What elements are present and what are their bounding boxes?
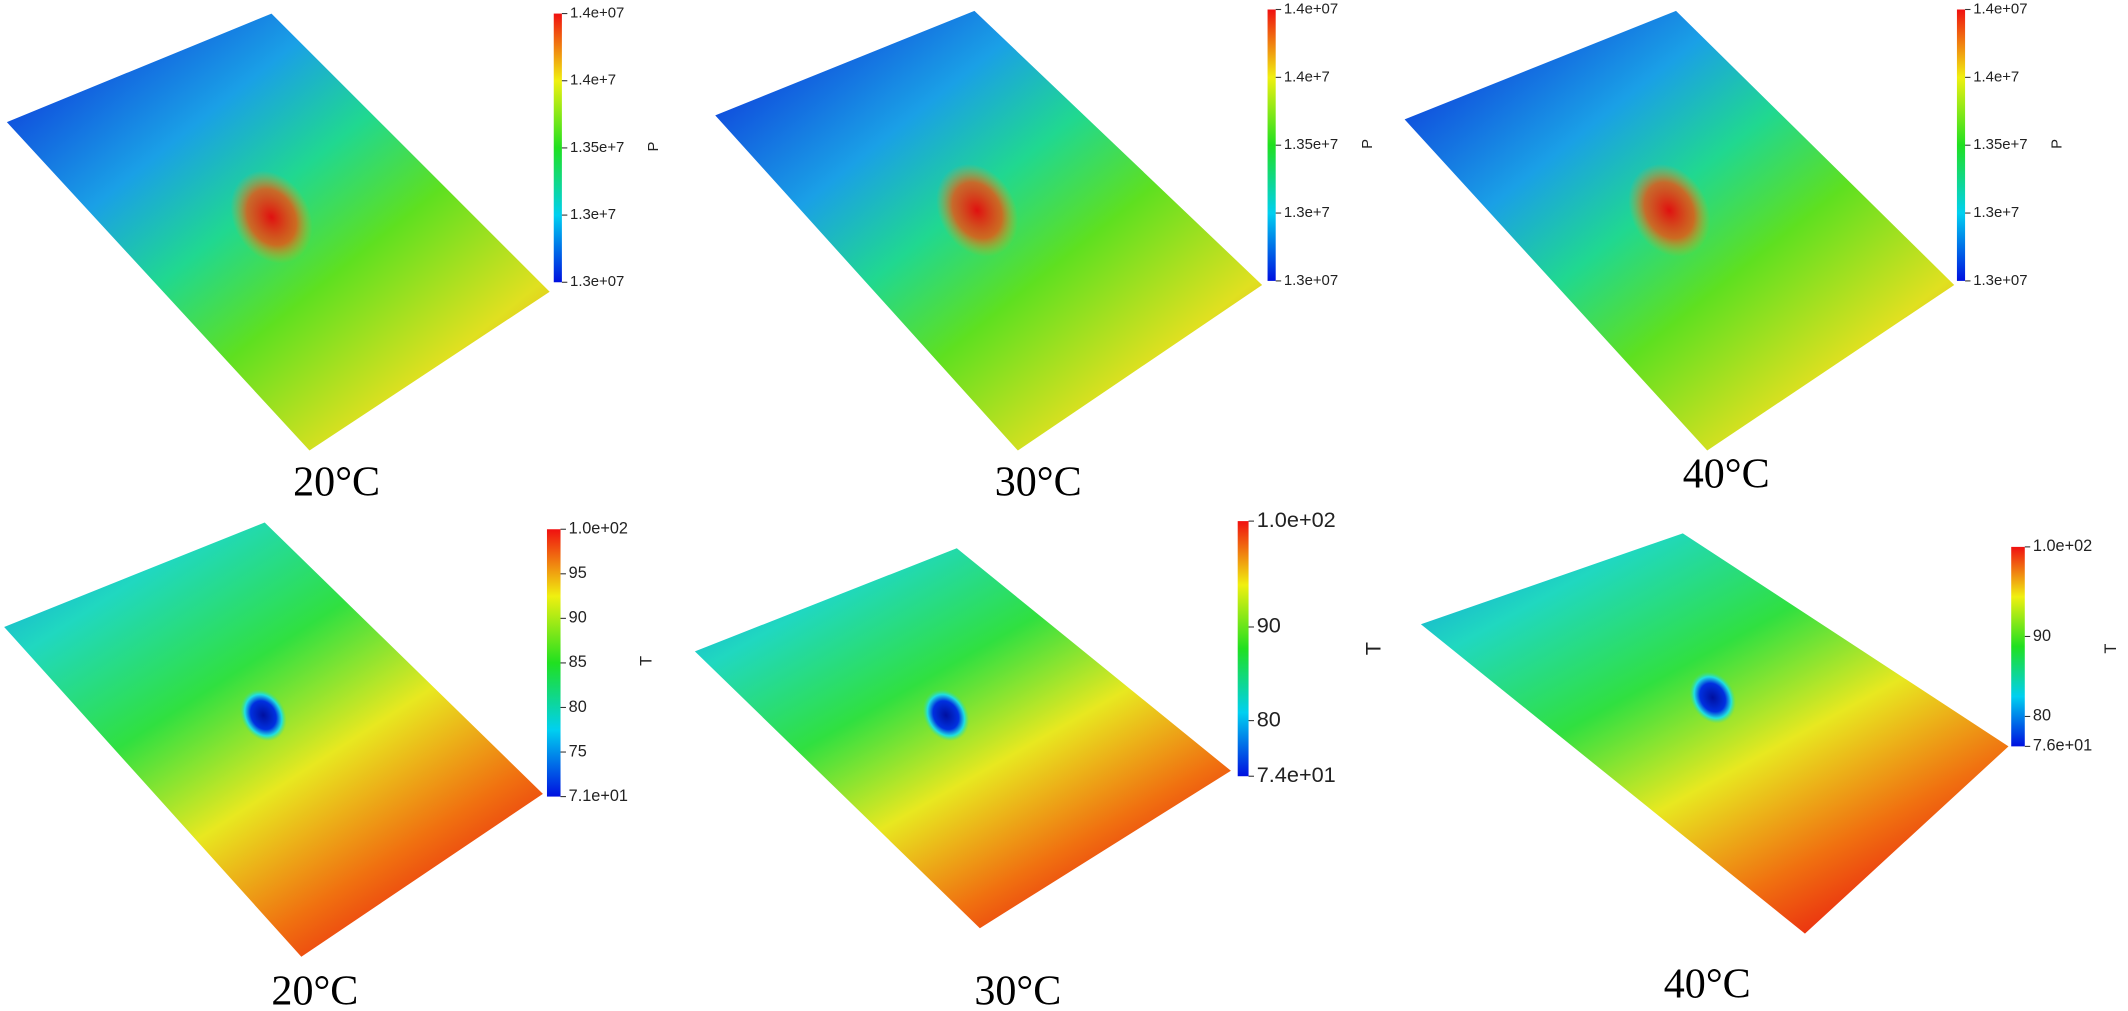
colorbar-tick-label: 1.3e+7 — [570, 206, 616, 223]
extremum-spot — [1689, 671, 1736, 724]
colorbar-tick-label: 75 — [569, 742, 587, 760]
colorbar-tick-label: 1.4e+7 — [1284, 68, 1330, 85]
colorbar-tick-label: 95 — [569, 564, 587, 582]
colorbar-tick-label: 1.0e+02 — [1257, 507, 1336, 532]
panel-label: 20°C — [271, 968, 358, 1011]
colorbar-tick-label: 1.4e+7 — [570, 72, 616, 89]
panel-label: 30°C — [974, 968, 1061, 1011]
panel-label: 20°C — [293, 459, 380, 505]
colorbar — [546, 529, 561, 797]
colorbar-tick-label: 90 — [2033, 627, 2051, 645]
colorbar-tick-label: 1.4e+07 — [570, 5, 624, 22]
colorbar — [2011, 546, 2025, 747]
colorbar-tick-label: 7.1e+01 — [569, 787, 628, 805]
colorbar — [1267, 9, 1276, 281]
colorbar-tick-label: 1.4e+07 — [1284, 0, 1338, 17]
colorbar-tick-label: 80 — [569, 698, 587, 716]
extremum-spot — [936, 163, 1019, 257]
colorbar-tick-label: 85 — [569, 653, 587, 671]
colorbar — [1237, 521, 1249, 777]
colorbar-tick-label: 1.3e+07 — [1973, 272, 2027, 289]
colorbar — [553, 13, 562, 283]
colorbar-tick-label: 1.3e+07 — [570, 273, 624, 290]
colorbar-tick-label: 1.4e+7 — [1973, 68, 2019, 85]
colorbar — [1956, 9, 1966, 281]
colorbar-tick-label: 1.4e+07 — [1973, 0, 2027, 17]
colorbar-tick-label: 1.35e+7 — [1973, 136, 2027, 153]
extremum-spot — [1628, 163, 1711, 257]
colorbar-tick-label: 1.3e+7 — [1973, 204, 2019, 221]
colorbar-tick-label: 90 — [569, 609, 587, 627]
colorbar-title: P — [1359, 139, 1376, 149]
colorbar-tick-label: 1.35e+7 — [570, 139, 624, 156]
panel-label: 40°C — [1683, 451, 1770, 497]
colorbar-tick-label: 80 — [2033, 707, 2051, 725]
extremum-spot — [230, 170, 313, 264]
surface — [694, 548, 1231, 929]
colorbar-tick-label: 1.0e+02 — [569, 520, 628, 538]
surface — [1420, 533, 2009, 934]
colorbar-tick-label: 7.6e+01 — [2033, 737, 2092, 755]
colorbar-tick-label: 1.0e+02 — [2033, 537, 2092, 555]
colorbar-title: P — [2048, 139, 2065, 149]
extremum-spot — [240, 689, 287, 742]
colorbar-tick-label: 80 — [1257, 706, 1281, 731]
colorbar-tick-label: 1.35e+7 — [1284, 136, 1338, 153]
extremum-spot — [922, 689, 970, 742]
panel-label: 30°C — [995, 459, 1082, 505]
panel-label: 40°C — [1664, 962, 1751, 1008]
colorbar-tick-label: 1.3e+07 — [1284, 272, 1338, 289]
colorbar-tick-label: 1.3e+7 — [1284, 204, 1330, 221]
colorbar-title: T — [1360, 642, 1385, 655]
colorbar-tick-label: 90 — [1257, 613, 1281, 638]
colorbar-title: T — [2102, 644, 2120, 654]
colorbar-title: P — [645, 142, 662, 152]
colorbar-tick-label: 7.4e+01 — [1257, 762, 1336, 787]
colorbar-title: T — [638, 656, 656, 666]
